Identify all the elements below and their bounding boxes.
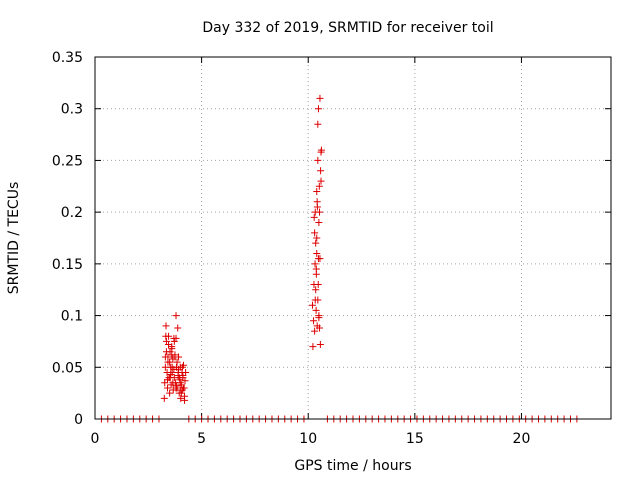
data-point	[311, 296, 319, 304]
data-point	[166, 389, 174, 397]
data-point	[177, 389, 185, 397]
data-point	[311, 260, 319, 268]
data-point	[312, 239, 320, 247]
data-point	[168, 345, 176, 353]
x-tick-label: 5	[197, 431, 206, 447]
data-point	[181, 392, 189, 400]
data-point	[313, 203, 321, 211]
data-point	[179, 372, 187, 380]
data-point	[175, 365, 183, 373]
data-point	[309, 343, 317, 351]
data-point	[315, 314, 323, 322]
data-point	[314, 156, 322, 164]
data-point	[164, 353, 172, 361]
y-tick-label: 0.3	[61, 102, 83, 118]
data-point	[172, 382, 180, 390]
data-point	[169, 379, 177, 387]
data-point	[161, 363, 169, 371]
data-point	[312, 265, 320, 273]
data-point	[313, 234, 321, 242]
data-point	[166, 374, 174, 382]
data-point	[173, 358, 181, 366]
data-point	[310, 317, 318, 325]
data-point	[177, 386, 185, 394]
data-points	[97, 94, 581, 423]
data-point	[316, 324, 324, 332]
x-tick-label: 0	[91, 431, 100, 447]
data-point	[310, 213, 318, 221]
data-point	[317, 167, 325, 175]
data-point	[168, 351, 176, 359]
data-point	[311, 327, 319, 335]
data-point	[308, 301, 316, 309]
y-tick-label: 0	[74, 412, 83, 428]
y-tick-label: 0.2	[61, 205, 83, 221]
grid-lines	[95, 57, 611, 419]
data-point	[168, 363, 176, 371]
y-axis-label: SRMTID / TECUs	[6, 182, 22, 295]
data-point	[160, 394, 168, 402]
data-point	[311, 229, 319, 237]
data-point	[314, 105, 322, 113]
data-point	[316, 208, 324, 216]
data-point	[316, 341, 324, 349]
data-point	[166, 358, 174, 366]
data-point	[176, 379, 184, 387]
data-point	[316, 94, 324, 102]
data-point	[315, 182, 323, 190]
x-axis-label: GPS time / hours	[294, 458, 411, 474]
data-point	[167, 371, 175, 379]
data-point	[317, 146, 325, 154]
data-point	[312, 286, 320, 294]
data-point	[162, 348, 170, 356]
x-tick-label: 10	[299, 431, 317, 447]
data-point	[314, 120, 322, 128]
data-point	[170, 337, 178, 345]
data-point	[317, 177, 325, 185]
data-point	[177, 394, 185, 402]
y-tick-labels: 0 0.05 0.1 0.15 0.2 0.25 0.3 0.35	[52, 50, 83, 428]
y-tick-label: 0.15	[52, 257, 83, 273]
data-point	[165, 341, 173, 349]
data-point	[181, 377, 189, 385]
y-tick-label: 0.05	[52, 360, 83, 376]
data-point	[178, 363, 186, 371]
data-point	[312, 306, 320, 314]
x-tick-labels: 0 5 10 15 20	[91, 431, 531, 447]
data-point	[315, 218, 323, 226]
data-point	[172, 312, 180, 320]
y-tick-label: 0.1	[61, 309, 83, 325]
x-tick-label: 20	[513, 431, 531, 447]
data-point	[172, 334, 180, 342]
x-tick-label: 15	[406, 431, 424, 447]
data-point	[174, 324, 182, 332]
data-point	[313, 250, 321, 258]
data-point	[162, 322, 170, 330]
data-point	[163, 384, 171, 392]
data-point	[162, 332, 170, 340]
y-tick-label: 0.35	[52, 50, 83, 66]
data-point	[175, 374, 183, 382]
chart-title: Day 332 of 2019, SRMTID for receiver toi…	[202, 20, 493, 36]
data-point	[314, 255, 322, 263]
plot-frame	[94, 56, 612, 420]
data-point	[313, 187, 321, 195]
data-point	[314, 281, 322, 289]
y-tick-label: 0.25	[52, 153, 83, 169]
